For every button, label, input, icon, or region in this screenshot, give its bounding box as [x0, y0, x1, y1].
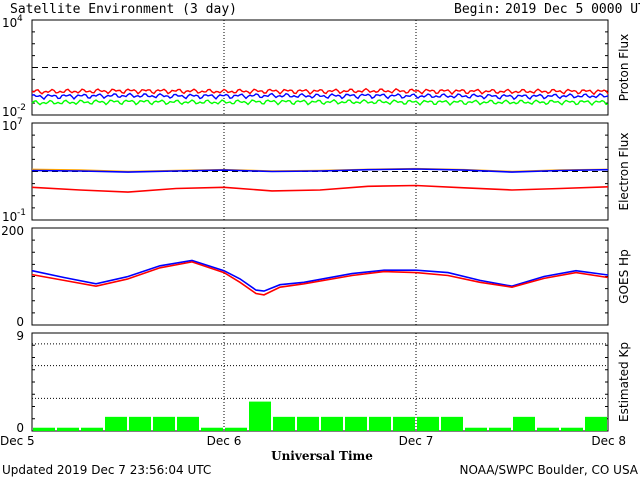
panel-kp	[32, 333, 608, 431]
kp-bar	[81, 427, 103, 431]
y-tick-exponent: 7	[17, 117, 23, 127]
panel-title-hp: GOES Hp	[617, 249, 631, 303]
kp-bar	[465, 427, 487, 431]
x-tick-label: Dec 8	[591, 434, 626, 448]
kp-bar	[537, 427, 559, 431]
y-tick-label: 10	[2, 16, 17, 30]
panel-title-proton: Proton Flux	[617, 34, 631, 101]
kp-bar	[153, 416, 175, 431]
x-tick-label: Dec 6	[207, 434, 242, 448]
kp-bar	[561, 427, 583, 431]
series-green	[31, 98, 609, 107]
kp-bar	[129, 416, 151, 431]
panel-titles: Proton Flux Electron Flux GOES Hp Estimated…	[617, 34, 631, 422]
series-blue	[31, 168, 609, 173]
kp-bar	[489, 427, 511, 431]
begin-label: Begin:	[454, 2, 501, 17]
y-tick-label: 200	[1, 224, 24, 238]
series-blue	[31, 92, 609, 101]
credit-text: NOAA/SWPC Boulder, CO USA	[460, 463, 639, 477]
kp-bar	[249, 401, 271, 431]
panel-hp	[31, 228, 609, 325]
kp-bar	[33, 427, 55, 431]
y-tick-exponent: 4	[17, 14, 23, 24]
kp-bar	[201, 427, 223, 431]
y-tick-label: 9	[16, 329, 24, 343]
kp-bar	[225, 427, 247, 431]
series-red	[31, 184, 609, 193]
kp-bar	[585, 416, 607, 431]
kp-bar	[417, 416, 439, 431]
updated-timestamp: Updated 2019 Dec 7 23:56:04 UTC	[2, 463, 211, 477]
panel-frame-hp	[31, 227, 609, 326]
kp-bar	[345, 416, 367, 431]
y-tick-label: 10	[2, 210, 17, 224]
y-tick-label: 10	[2, 105, 17, 119]
kp-bar	[321, 416, 343, 431]
x-tick-label: Dec 7	[399, 434, 434, 448]
panel-title-kp: Estimated Kp	[617, 342, 631, 422]
begin-value: 2019 Dec 5 0000 UTC	[505, 2, 640, 17]
panel-title-electron: Electron Flux	[617, 133, 631, 211]
kp-bar	[513, 416, 535, 431]
kp-bar	[273, 416, 295, 431]
panel-proton	[31, 20, 609, 115]
y-tick-exponent: -2	[17, 103, 26, 113]
kp-bar	[441, 416, 463, 431]
kp-bar	[393, 416, 415, 431]
panel-frames	[31, 19, 609, 432]
series-red	[31, 87, 609, 96]
y-tick-label: 0	[16, 315, 24, 329]
y-tick-exponent: -1	[17, 208, 26, 218]
x-axis-labels: Dec 5 Dec 6 Dec 7 Dec 8	[0, 434, 626, 448]
kp-bar	[369, 416, 391, 431]
series-blue	[31, 259, 609, 292]
kp-bar	[297, 416, 319, 431]
kp-bar	[57, 427, 79, 431]
kp-bar	[105, 416, 127, 431]
kp-bar	[177, 416, 199, 431]
x-tick-label: Dec 5	[0, 434, 35, 448]
chart-title: Satellite Environment (3 day)	[10, 2, 237, 17]
x-axis-title: Universal Time	[271, 449, 373, 463]
data-layers	[31, 20, 609, 431]
y-tick-label: 10	[2, 119, 17, 133]
panel-electron	[31, 123, 609, 220]
series-red	[31, 261, 609, 296]
panel-frame-kp	[31, 332, 609, 432]
y-tick-label: 0	[16, 421, 24, 435]
